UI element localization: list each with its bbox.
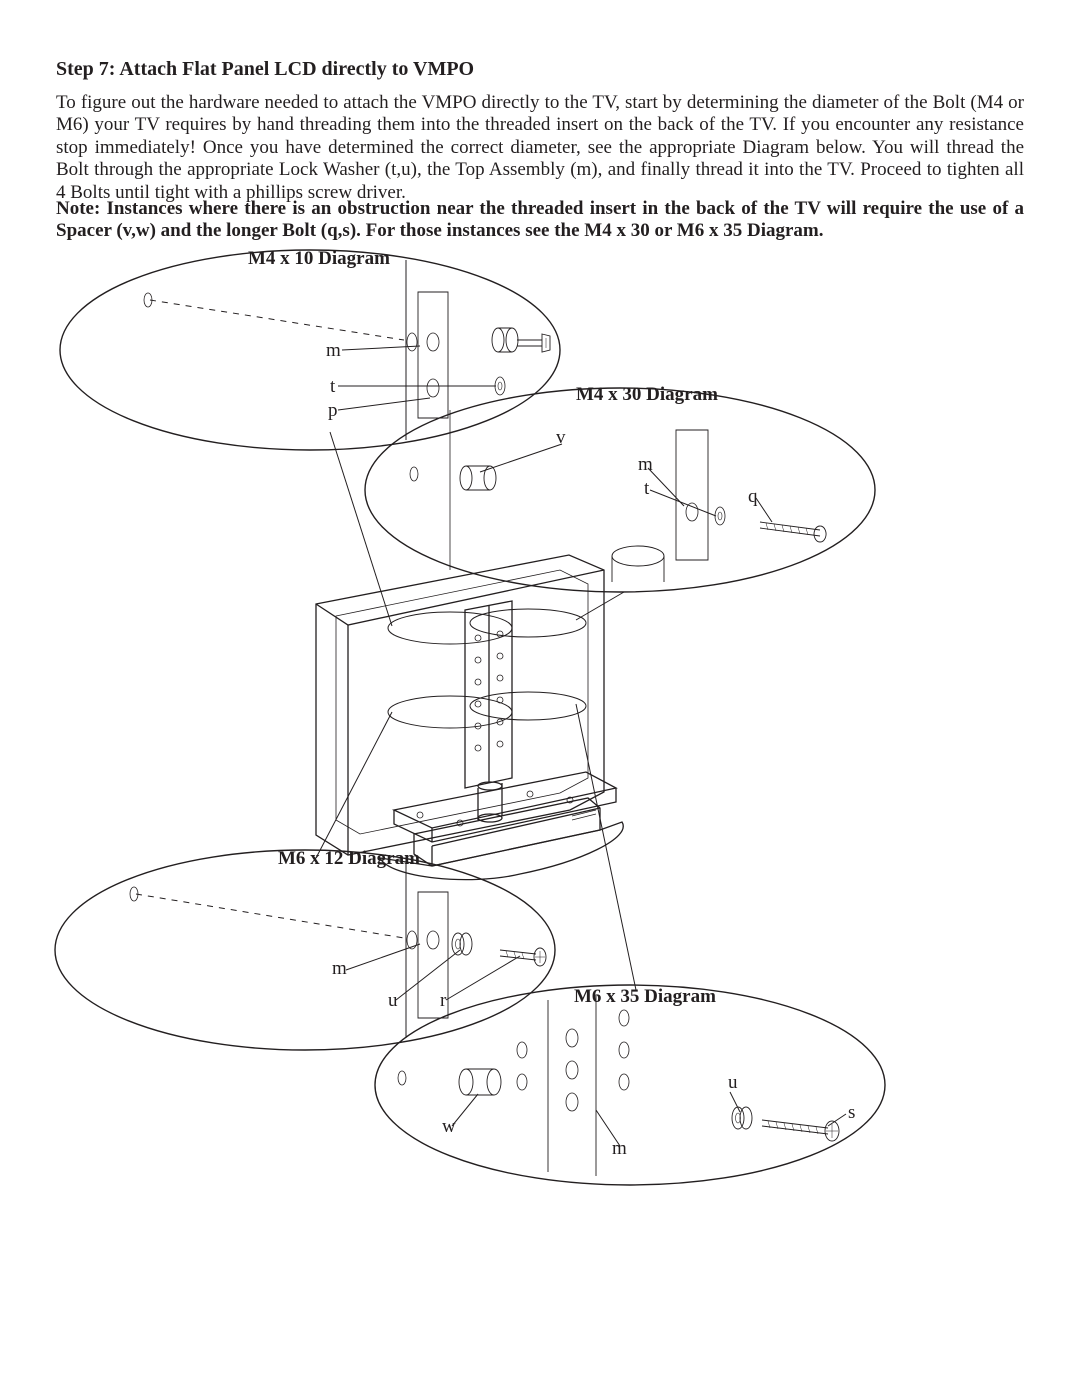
m4x30-detail <box>365 388 875 592</box>
m6x12-detail <box>55 850 555 1050</box>
m6x35-detail <box>375 985 885 1185</box>
center-assembly <box>316 555 623 880</box>
m4x10-detail <box>60 250 560 450</box>
assembly-diagram <box>0 0 1080 1397</box>
instruction-page: Step 7: Attach Flat Panel LCD directly t… <box>0 0 1080 1397</box>
